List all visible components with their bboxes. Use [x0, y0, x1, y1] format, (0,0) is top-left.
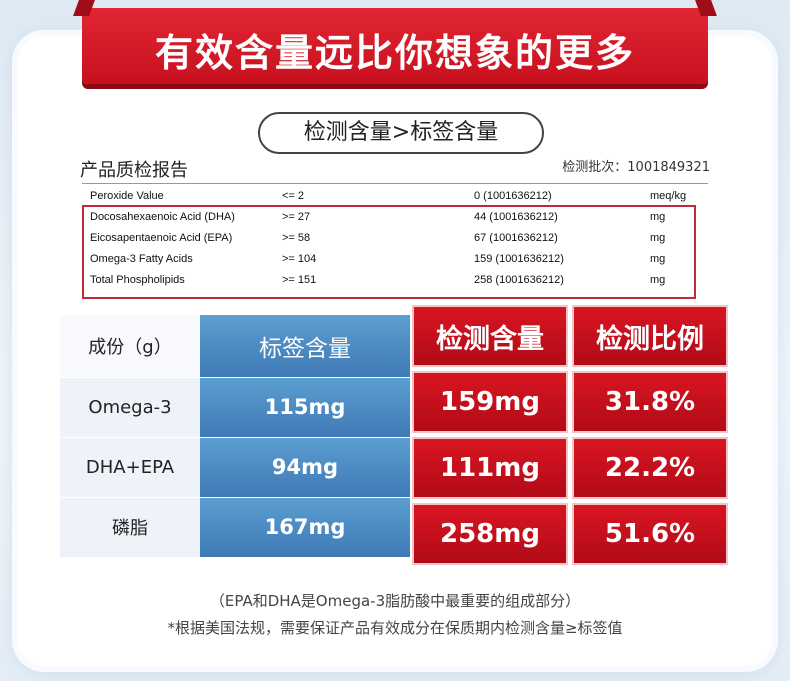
report-result: 258 (1001636212): [474, 274, 564, 286]
report-result: 67 (1001636212): [474, 232, 558, 244]
report-table: Peroxide Value <= 2 0 (1001636212) meq/k…: [82, 183, 708, 298]
header-test-ratio: 检测比例: [572, 305, 728, 367]
report-item: Peroxide Value: [90, 190, 164, 202]
report-result: 44 (1001636212): [474, 211, 558, 223]
report-unit: mg: [650, 253, 666, 265]
row-label-amount: 115mg: [200, 377, 410, 437]
report-unit: mg: [650, 232, 666, 244]
highlight-box: [82, 205, 696, 299]
comparison-pill: 检测含量>标签含量: [258, 112, 544, 154]
report-result: 159 (1001636212): [474, 253, 564, 265]
report-row: Peroxide Value <= 2 0 (1001636212) meq/k…: [82, 187, 708, 207]
report-spec: >= 58: [282, 232, 311, 244]
row-test-ratio: 51.6%: [572, 503, 728, 565]
report-spec: <= 2: [282, 190, 305, 202]
report-spec: >= 27: [282, 211, 311, 223]
row-label-amount: 167mg: [200, 497, 410, 557]
row-name: 磷脂: [60, 497, 200, 557]
row-test-ratio: 22.2%: [572, 437, 728, 499]
row-divider: [60, 437, 410, 438]
header-ingredient: 成份（g）: [60, 315, 200, 377]
row-test-amount: 258mg: [412, 503, 568, 565]
row-name: DHA+EPA: [60, 437, 200, 497]
report-spec: >= 104: [282, 253, 317, 265]
title-banner: 有效含量远比你想象的更多: [82, 8, 708, 84]
header-label-amount: 标签含量: [200, 315, 410, 377]
report-spec: >= 151: [282, 274, 317, 286]
row-test-amount: 159mg: [412, 371, 568, 433]
report-row: Eicosapentaenoic Acid (EPA) >= 58 67 (10…: [82, 229, 708, 249]
footnote-epa-dha: （EPA和DHA是Omega-3脂肪酸中最重要的组成部分）: [209, 592, 581, 610]
report-row: Omega-3 Fatty Acids >= 104 159 (10016362…: [82, 250, 708, 270]
report-item: Eicosapentaenoic Acid (EPA): [90, 232, 233, 244]
row-name: Omega-3: [60, 377, 200, 437]
footnote-regulation: *根据美国法规，需要保证产品有效成分在保质期内检测含量≥标签值: [167, 619, 623, 637]
report-unit: mg: [650, 211, 666, 223]
report-item: Docosahexaenoic Acid (DHA): [90, 211, 235, 223]
row-test-amount: 111mg: [412, 437, 568, 499]
report-item: Total Phospholipids: [90, 274, 185, 286]
report-unit: mg: [650, 274, 666, 286]
report-title: 产品质检报告: [80, 160, 188, 181]
row-test-ratio: 31.8%: [572, 371, 728, 433]
report-unit: meq/kg: [650, 190, 687, 202]
row-label-amount: 94mg: [200, 437, 410, 497]
page-title: 有效含量远比你想象的更多: [154, 31, 635, 75]
report-result: 0 (1001636212): [474, 190, 552, 202]
batch-number: 检测批次：1001849321: [562, 160, 710, 175]
row-divider: [60, 497, 410, 498]
header-test-amount: 检测含量: [412, 305, 568, 367]
report-row: Total Phospholipids >= 151 258 (10016362…: [82, 271, 708, 291]
row-divider: [60, 377, 410, 378]
report-row: Docosahexaenoic Acid (DHA) >= 27 44 (100…: [82, 208, 708, 228]
report-item: Omega-3 Fatty Acids: [90, 253, 193, 265]
report-divider: [82, 183, 708, 184]
